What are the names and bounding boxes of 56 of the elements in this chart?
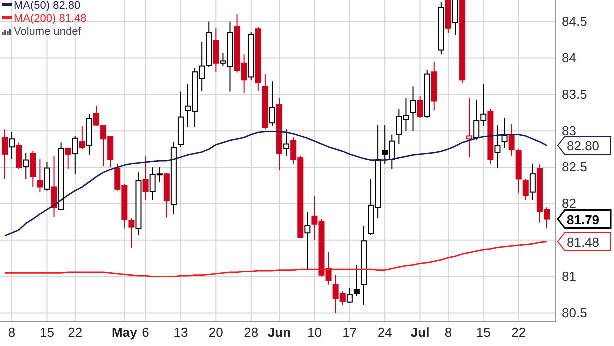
candlestick <box>65 147 72 170</box>
candlestick <box>304 211 311 270</box>
x-tick-label: May <box>112 325 138 340</box>
legend-label: MA(50) 82.80 <box>14 0 81 12</box>
x-tick-label: 15 <box>476 325 491 340</box>
candlestick <box>530 163 536 201</box>
candlestick <box>44 162 50 192</box>
x-tick-label: 10 <box>307 325 322 340</box>
price-tag: 82.80 <box>557 136 612 156</box>
x-tick-label: 24 <box>378 325 392 340</box>
candlestick <box>51 155 58 218</box>
candlestick <box>9 131 16 160</box>
y-tick-label: 82 <box>562 196 576 212</box>
candlestick <box>79 126 86 150</box>
x-tick-label: 13 <box>174 325 188 340</box>
candlestick <box>37 159 44 193</box>
x-tick-label: 28 <box>244 325 259 340</box>
x-tick-label: 20 <box>208 325 224 340</box>
x-tick-label: 8 <box>8 325 16 340</box>
y-tick-label: 81 <box>562 268 576 284</box>
candlestick <box>284 129 290 156</box>
x-tick-label: Jul <box>410 325 430 340</box>
candlestick <box>16 142 22 170</box>
x-tick-label: 22 <box>512 325 526 340</box>
x-tick-label: 17 <box>342 325 358 340</box>
candlestick <box>522 178 529 201</box>
candlestick <box>142 156 149 201</box>
candlestick <box>410 86 416 132</box>
candlestick <box>354 264 360 297</box>
candlestick <box>269 81 276 127</box>
y-tick-label: 83 <box>562 123 576 138</box>
candlestick <box>502 118 508 148</box>
legend-label: MA(200) 81.48 <box>14 13 87 25</box>
candlestick <box>494 124 501 169</box>
candlestick <box>452 0 458 36</box>
candlestick <box>23 152 30 180</box>
candlestick <box>72 136 78 175</box>
annotation: Volume undef <box>14 26 82 38</box>
price-tag: 81.48 <box>557 232 612 252</box>
candlestick <box>30 151 36 188</box>
x-tick-label: 6 <box>142 325 150 340</box>
y-tick-label: 84 <box>562 50 576 66</box>
price-tag: 81.79 <box>557 210 612 230</box>
candlestick <box>417 96 424 119</box>
y-tick-label: 80.5 <box>562 305 588 320</box>
candlestick <box>508 124 515 156</box>
y-tick-label: 84.5 <box>562 14 588 30</box>
candlestick <box>2 129 8 180</box>
y-tick-label: 83.5 <box>562 86 588 102</box>
candlestick <box>346 288 353 304</box>
x-tick-label: 15 <box>40 325 54 340</box>
x-tick-label: Jun <box>268 325 292 340</box>
x-tick-label: 8 <box>444 325 452 340</box>
y-tick-label: 82.5 <box>562 160 588 175</box>
candlestick <box>213 28 220 73</box>
x-tick-label: 22 <box>68 325 83 340</box>
